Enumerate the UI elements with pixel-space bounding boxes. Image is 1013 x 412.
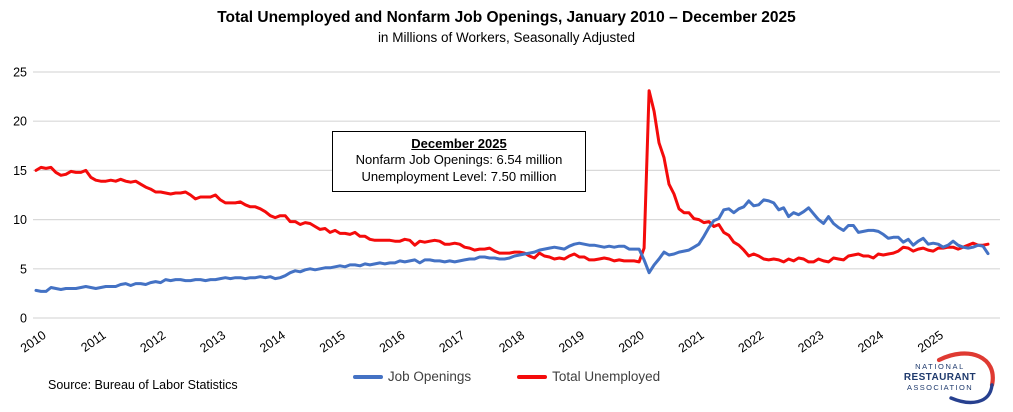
y-axis-tick-label: 15: [13, 164, 27, 178]
legend: Job Openings Total Unemployed: [0, 369, 1013, 384]
y-axis-tick-label: 10: [13, 213, 27, 227]
logo-text-association: ASSOCIATION: [907, 383, 973, 392]
x-axis-tick-label-2023: 2023: [795, 328, 826, 355]
y-axis-tick-label: 5: [20, 262, 27, 276]
x-axis-tick-label-2014: 2014: [257, 328, 288, 355]
x-axis-tick-label-2024: 2024: [855, 328, 886, 355]
logo-blue-arc-icon: [949, 383, 994, 405]
total-unemployed-line-swatch: [517, 374, 548, 379]
chart-subtitle: in Millions of Workers, Seasonally Adjus…: [377, 30, 636, 45]
x-axis-tick-label-2016: 2016: [377, 328, 408, 355]
logo-text-restaurant: RESTAURANT: [904, 372, 976, 383]
x-axis-tick-label-2021: 2021: [676, 328, 707, 355]
annotation-title: December 2025: [411, 136, 507, 151]
x-axis-tick-label-2018: 2018: [496, 328, 527, 355]
x-axis-tick-label-2013: 2013: [197, 328, 228, 355]
source-note: Source: Bureau of Labor Statistics: [48, 378, 238, 392]
x-axis-tick-label-2020: 2020: [616, 328, 647, 355]
x-axis-tick-label-2019: 2019: [556, 328, 587, 355]
chart-title: Total Unemployed and Nonfarm Job Opening…: [217, 9, 796, 26]
logo-red-arc-icon: [936, 351, 995, 388]
legend-item-total-unemployed: Total Unemployed: [517, 369, 660, 384]
y-axis-tick-label: 20: [13, 115, 27, 129]
legend-label-total-unemployed: Total Unemployed: [552, 369, 661, 384]
x-axis-tick-label-2011: 2011: [78, 328, 108, 355]
x-axis-tick-label-2022: 2022: [736, 328, 767, 355]
annotation-job-openings: Nonfarm Job Openings: 6.54 million: [355, 152, 563, 167]
y-axis-tick-label: 0: [20, 312, 27, 326]
job-openings-line-swatch: [352, 374, 383, 379]
logo-text-national: NATIONAL: [915, 362, 965, 371]
x-axis-tick-label-2015: 2015: [317, 328, 348, 355]
y-axis-tick-label: 25: [13, 66, 27, 80]
x-axis-tick-label-2017: 2017: [437, 328, 468, 355]
legend-item-job-openings: Job Openings: [352, 369, 472, 384]
total-unemployed-line: [34, 89, 990, 264]
x-axis-tick-label-2012: 2012: [138, 328, 169, 355]
job-openings-line: [34, 198, 990, 293]
nra-logo: NATIONAL RESTAURANT ASSOCIATION: [904, 351, 995, 405]
annotation-unemployment: Unemployment Level: 7.50 million: [361, 168, 557, 184]
legend-label-job-openings: Job Openings: [387, 369, 472, 384]
annotation-box: December 2025 Nonfarm Job Openings: 6.54…: [332, 131, 586, 192]
x-axis-tick-label-2010: 2010: [18, 328, 49, 355]
